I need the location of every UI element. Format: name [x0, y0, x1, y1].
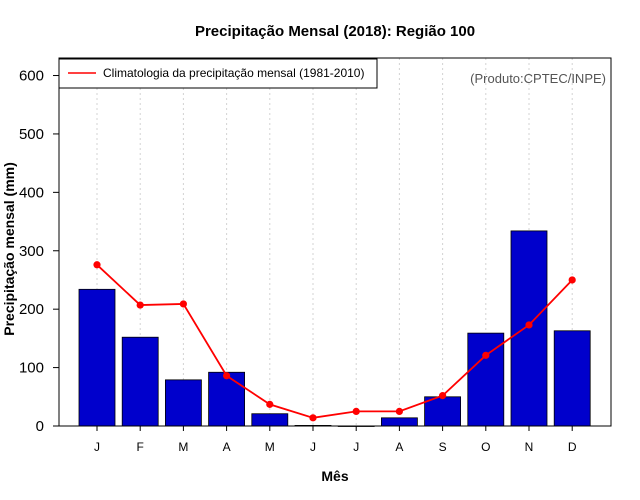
- legend-box: [58, 58, 378, 89]
- y-tick-label: 600: [19, 68, 44, 85]
- climatology-point-11: [525, 321, 533, 329]
- x-axis-label: Mês: [321, 468, 348, 484]
- y-tick-label: 300: [19, 243, 44, 260]
- x-tick-label: M: [265, 440, 275, 454]
- bar-3: [164, 379, 202, 427]
- bar-2: [121, 336, 159, 427]
- climatology-point-4: [223, 372, 231, 380]
- chart-title: Precipitação Mensal (2018): Região 100: [195, 23, 475, 40]
- climatology-point-8: [395, 407, 403, 415]
- bar-4: [208, 371, 246, 427]
- y-tick-label: 500: [19, 126, 44, 143]
- y-tick-label: 200: [19, 301, 44, 318]
- climatology-point-12: [568, 276, 576, 284]
- climatology-point-7: [352, 407, 360, 415]
- climatology-point-3: [179, 300, 187, 308]
- x-tick-label: J: [353, 440, 359, 454]
- climatology-point-5: [266, 400, 274, 408]
- legend-label: Climatologia da precipitação mensal (198…: [103, 66, 364, 80]
- climatology-point-1: [93, 261, 101, 269]
- climatology-point-9: [439, 392, 447, 400]
- climatology-polyline: [96, 264, 573, 419]
- plot-frame: [58, 57, 612, 427]
- bar-1: [78, 288, 116, 427]
- bar-5: [251, 413, 289, 427]
- x-tick-label: O: [481, 440, 490, 454]
- y-tick-label: 100: [19, 360, 44, 377]
- x-tick-label: N: [525, 440, 534, 454]
- climatology-point-2: [136, 301, 144, 309]
- y-tick-label: 0: [36, 418, 44, 435]
- bar-12: [553, 330, 591, 427]
- bar-8: [380, 417, 418, 427]
- climatology-point-10: [482, 351, 490, 359]
- x-tick-label: D: [568, 440, 577, 454]
- x-tick-label: J: [94, 440, 100, 454]
- bar-9: [424, 396, 462, 427]
- source-annotation: (Produto:CPTEC/INPE): [470, 71, 606, 86]
- x-tick-label: A: [395, 440, 403, 454]
- y-axis-label: Precipitação mensal (mm): [1, 162, 17, 336]
- x-tick-label: J: [310, 440, 316, 454]
- x-tick-label: A: [223, 440, 231, 454]
- y-axis: 0 100 200 300 400 500 600: [19, 68, 59, 435]
- legend: Climatologia da precipitação mensal (198…: [58, 58, 378, 89]
- x-tick-label: M: [178, 440, 188, 454]
- bar-10: [467, 332, 505, 427]
- climatology-point-6: [309, 414, 317, 422]
- bars: [78, 230, 591, 427]
- climatology-line: [93, 261, 576, 422]
- x-tick-label: S: [439, 440, 447, 454]
- y-tick-label: 400: [19, 184, 44, 201]
- x-tick-label: F: [137, 440, 144, 454]
